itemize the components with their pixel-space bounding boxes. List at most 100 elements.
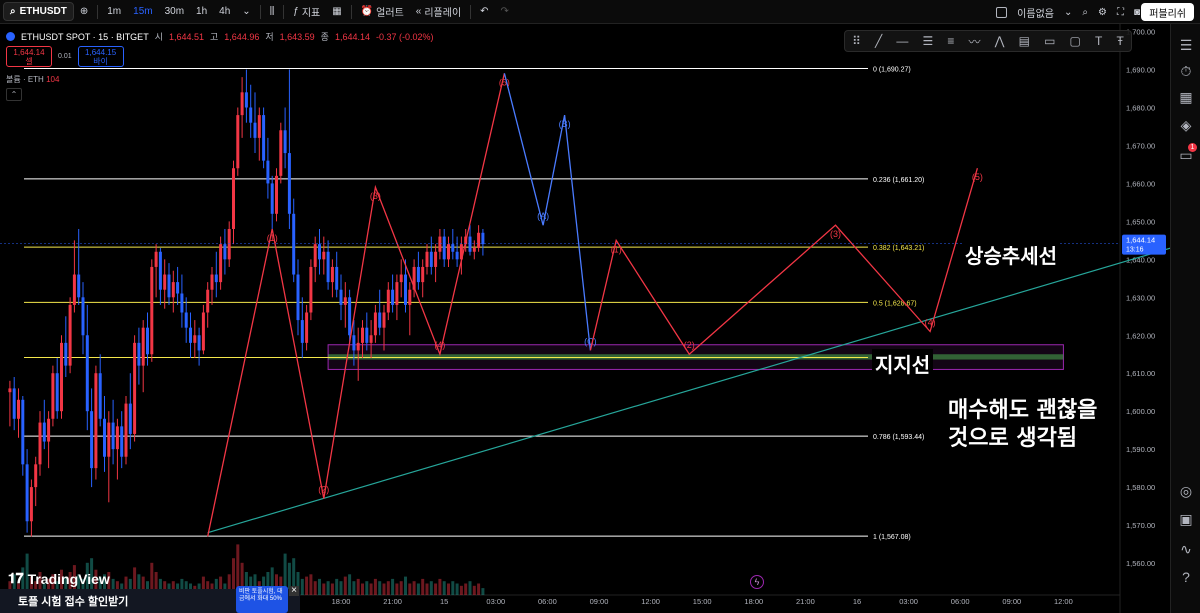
low-label: 저 (265, 32, 274, 42)
volume-bar (90, 558, 94, 595)
volume-bar (55, 581, 59, 595)
candle-body (438, 236, 442, 252)
volume-bar (150, 562, 154, 595)
volume-bar (34, 581, 38, 595)
interval-1m[interactable]: 1m (107, 6, 122, 17)
candle-body (25, 464, 29, 522)
volume-bar (356, 578, 360, 595)
trade-buttons: 1,644.14 셀 0.01 1,644.15 바이 (6, 46, 124, 67)
camera-icon[interactable]: ◙ (1133, 6, 1140, 18)
price-tick-label: 1,630.00 (1126, 293, 1155, 302)
alarm-clock-icon[interactable]: ⏱ (1180, 62, 1192, 79)
fib-label: 0.382 (1,643.21) (873, 245, 924, 252)
elliott-wave-1-label: (2) (318, 484, 329, 494)
volume-bar (72, 565, 76, 595)
volume-bar (395, 583, 399, 595)
candle-body (266, 160, 270, 184)
volume-bar (133, 567, 137, 595)
elliott-wave-tool-icon[interactable]: 〰 (968, 34, 981, 49)
fullscreen-icon[interactable]: ⛶ (1116, 6, 1124, 18)
volume-bar (21, 567, 25, 595)
fib-extension-tool-icon[interactable]: ≡ (947, 34, 955, 48)
candle-body (455, 251, 459, 260)
uptrend-annotation: 상승추세선 (962, 240, 1060, 269)
text-tool-icon[interactable]: T (1095, 34, 1103, 48)
tv-logo-text: TradingView (27, 570, 110, 587)
open-label: 시 (154, 32, 163, 42)
replay-button[interactable]: «리플레이 (410, 0, 467, 24)
interval-1h[interactable]: 1h (196, 6, 208, 17)
volume-bar (163, 581, 167, 595)
alert-button[interactable]: ⏰ 얼러트 (355, 0, 410, 24)
price-chart[interactable]: 1,560.00 1,570.00 1,580.00 1,590.00 1,600.00… (0, 24, 1170, 613)
trendline-tool-icon[interactable]: ╱ (874, 34, 883, 48)
candle-body (257, 115, 261, 138)
candle-body (81, 297, 85, 336)
collapse-legend-button[interactable]: ⌃ (6, 88, 22, 101)
chevron-down-icon[interactable]: ⌄ (1063, 6, 1073, 18)
legend-title[interactable]: ETHUSDT SPOT · 15 · BITGET (21, 31, 149, 42)
watchlist-icon[interactable]: ☰ (1179, 36, 1193, 53)
volume-bar (236, 544, 240, 595)
pattern-tool-icon[interactable]: ⋀ (994, 34, 1005, 48)
price-tick-label: 1,600.00 (1126, 407, 1155, 416)
interval-dropdown[interactable]: ⌄ (236, 0, 256, 24)
pulse-icon[interactable]: ∿ (1180, 540, 1192, 557)
candle-body (128, 403, 132, 434)
drawing-toolbar: ⠿ ╱ ― ☰ ≡ 〰 ⋀ ▤ ▭ ▢ T Ŧ (844, 30, 1132, 52)
candle-body (309, 266, 313, 313)
tradingview-logo[interactable]: 𝟏𝟕 TradingView (8, 570, 110, 587)
undo-icon: ↶ (480, 6, 489, 17)
add-symbol-button[interactable]: ⊕ (74, 0, 94, 24)
help-icon[interactable]: ? (1182, 569, 1190, 585)
anchored-text-tool-icon[interactable]: Ŧ (1116, 34, 1124, 48)
buy-label: 바이 (93, 57, 108, 66)
gear-icon[interactable]: ⚙ (1097, 6, 1107, 18)
volume-bar (29, 576, 33, 595)
alarm-icon: ⏰ (360, 6, 374, 17)
volume-bar (408, 583, 412, 595)
calendar-icon[interactable]: ▣ (1179, 510, 1193, 527)
candle-body (270, 183, 274, 214)
layers-icon[interactable]: ◈ (1180, 116, 1192, 133)
interval-15m[interactable]: 15m (133, 6, 153, 17)
redo-button[interactable]: ↷ (495, 0, 515, 24)
candle-body (305, 312, 309, 343)
chart-area[interactable]: 1,560.00 1,570.00 1,580.00 1,590.00 1,600.00… (0, 24, 1170, 613)
templates-button[interactable]: ▦ (326, 0, 347, 24)
layout-name[interactable]: 이름없음 (1017, 8, 1054, 20)
undo-button[interactable]: ↶ (474, 0, 494, 24)
ruler-tool-icon[interactable]: ▭ (1044, 34, 1056, 48)
sell-button[interactable]: 1,644.14 셀 (6, 46, 52, 67)
candle-body (124, 403, 128, 457)
fib-retracement-tool-icon[interactable]: ☰ (922, 34, 934, 48)
layout-checkbox[interactable] (996, 6, 1008, 18)
interval-30m[interactable]: 30m (164, 6, 185, 17)
chart-type-button[interactable]: ⫼ (264, 0, 281, 24)
close-icon[interactable]: × (289, 586, 299, 596)
candle-body (90, 411, 94, 469)
candle-body (8, 388, 12, 393)
chat-icon[interactable]: ▭ 1 (1177, 143, 1197, 164)
object-tree-icon[interactable]: ▦ (1179, 88, 1193, 105)
interval-4h[interactable]: 4h (219, 6, 231, 17)
target-icon[interactable]: ◎ (1179, 482, 1193, 499)
publish-button[interactable]: 퍼블리쉬 (1141, 3, 1194, 21)
fib-label: 0.5 (1,628.67) (873, 300, 917, 307)
drag-handle-icon[interactable]: ⠿ (852, 34, 861, 48)
indicators-button[interactable]: ƒ 지표 (287, 0, 326, 24)
rectangle-tool-icon[interactable]: ▢ (1069, 34, 1081, 48)
volume-bar (146, 581, 149, 595)
ad-banner-image[interactable]: 비판 토플시험, 대금에서 화대 50% (236, 586, 288, 613)
search-icon[interactable]: ⌕ (1082, 6, 1088, 18)
event-icon[interactable]: ϟ (750, 575, 764, 589)
volume-bar (373, 578, 377, 595)
volume-bar (158, 578, 162, 595)
candle-body (98, 373, 102, 419)
symbol-search-button[interactable]: ⌕ ETHUSDT (3, 2, 74, 21)
horizontal-line-tool-icon[interactable]: ― (896, 34, 909, 48)
parallel-channel-tool-icon[interactable]: ▤ (1018, 34, 1030, 48)
candle-body (240, 92, 244, 116)
elliott-wave-1-label: (1) (267, 233, 278, 243)
buy-button[interactable]: 1,644.15 바이 (77, 46, 124, 67)
